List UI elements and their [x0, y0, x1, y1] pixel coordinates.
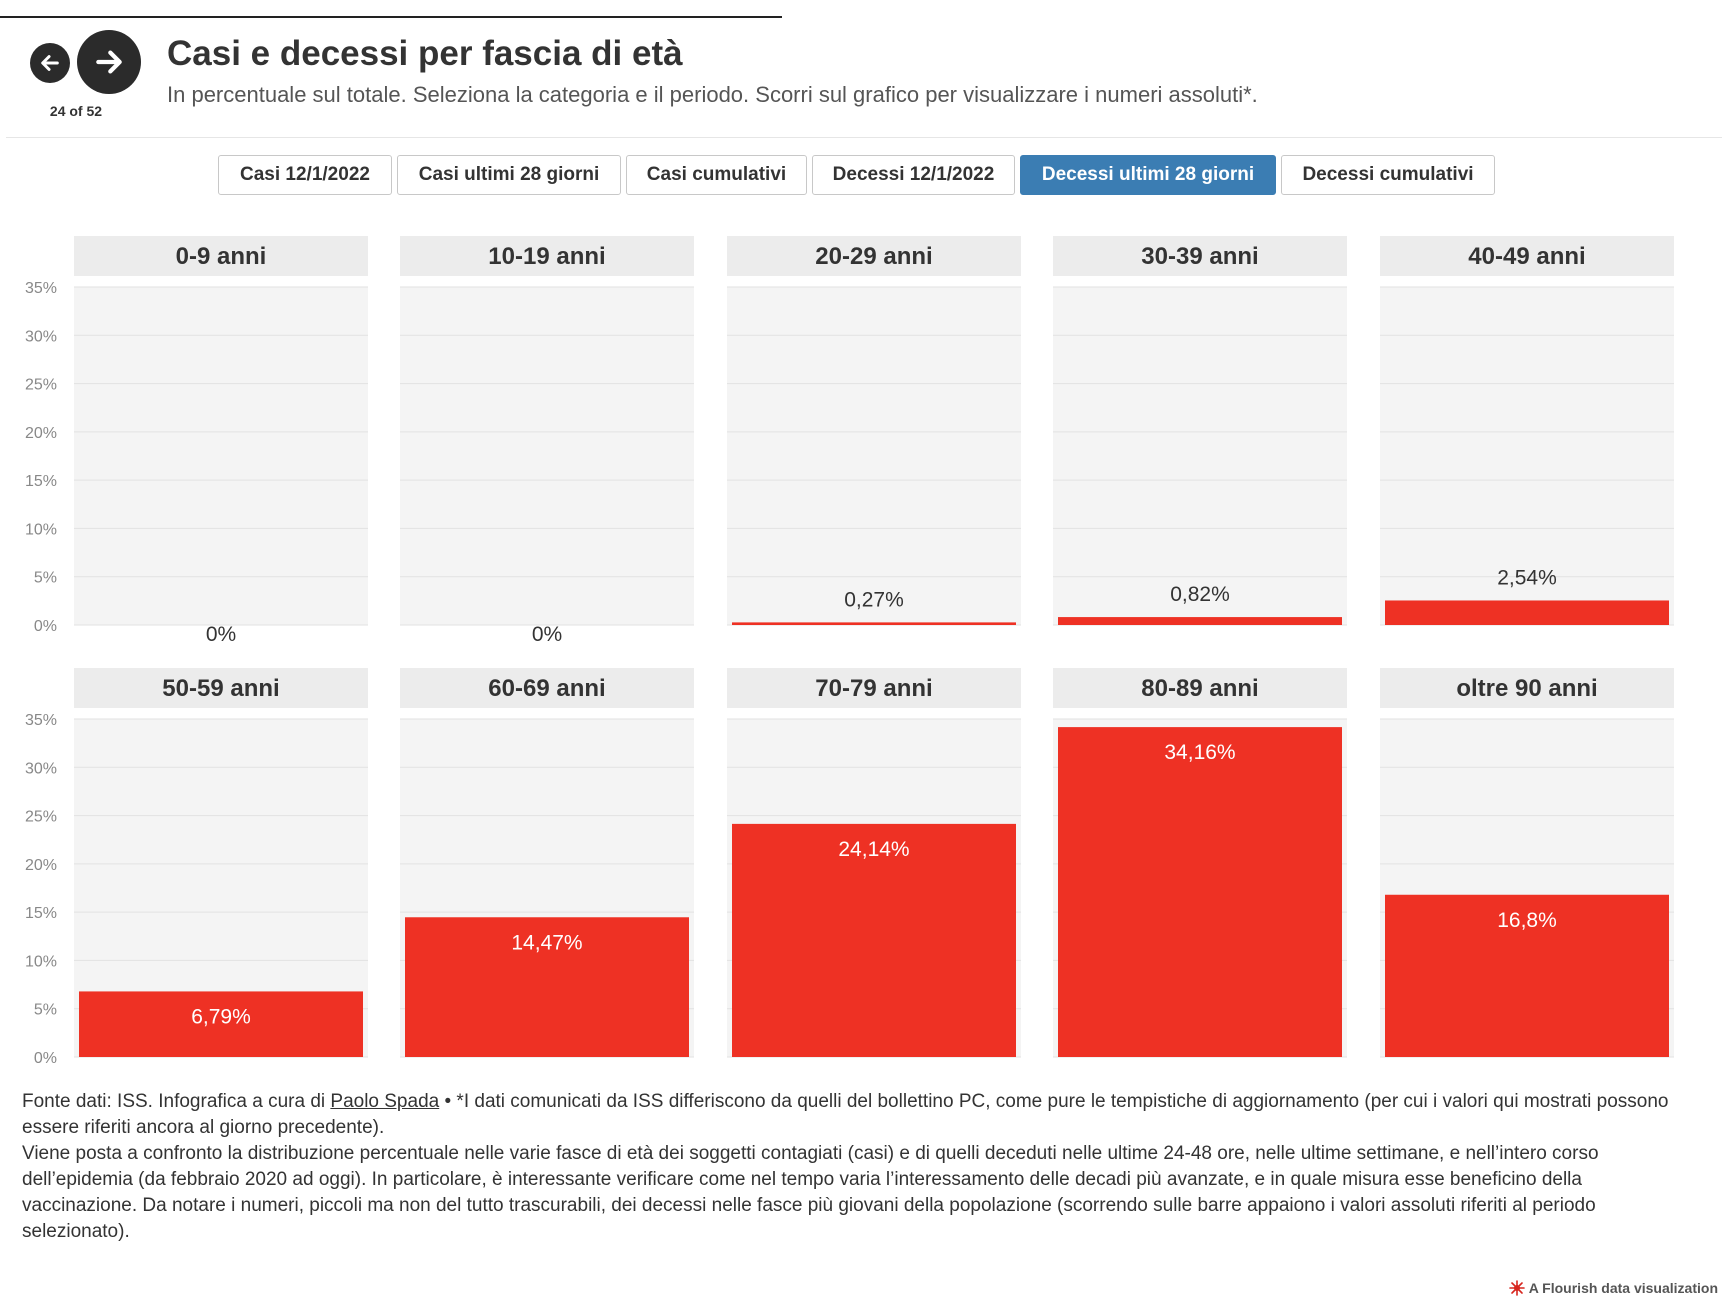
panel-header: [1053, 236, 1347, 276]
y-tick-label: 15%: [25, 473, 57, 490]
slide-counter: 24 of 52: [49, 103, 103, 119]
panel-plot-area: [1380, 287, 1674, 625]
y-tick-label: 0%: [34, 618, 57, 635]
panel-title: 30-39 anni: [1141, 243, 1258, 270]
y-tick-label: 10%: [25, 521, 57, 538]
data-label: 0%: [532, 623, 562, 646]
tab-casi-cumulativi[interactable]: Casi cumulativi: [626, 155, 807, 195]
panel-header: [727, 236, 1021, 276]
bar-20-29-anni: [732, 622, 1016, 625]
author-link[interactable]: Paolo Spada: [330, 1091, 440, 1112]
y-tick-label: 35%: [25, 280, 57, 297]
data-label: 0,82%: [1170, 583, 1230, 606]
panel-plot-area: [74, 287, 368, 625]
panel-title: 40-49 anni: [1468, 243, 1585, 270]
flourish-credit-link[interactable]: A Flourish data visualization: [1508, 1280, 1718, 1296]
data-label: 2,54%: [1497, 566, 1557, 589]
panel-plot-area: [400, 287, 694, 625]
panel-title: 60-69 anni: [488, 675, 605, 702]
bar-80-89-anni: [1058, 727, 1342, 1057]
bar-60-69-anni: [405, 917, 689, 1057]
panel-10-19-anni: 10-19 anni 0%: [400, 236, 694, 646]
data-label: 0%: [206, 623, 236, 646]
panel-title: 10-19 anni: [488, 243, 605, 270]
panel-title: 50-59 anni: [162, 675, 279, 702]
y-tick-label: 20%: [25, 857, 57, 874]
y-tick-label: 15%: [25, 905, 57, 922]
data-label: 34,16%: [1164, 741, 1235, 764]
panel-70-79-anni: 70-79 anni 24,14%: [727, 668, 1021, 1058]
panel-header: [74, 668, 368, 708]
tab-decessi-cumulativi[interactable]: Decessi cumulativi: [1281, 155, 1495, 195]
description-note: Viene posta a confronto la distribuzione…: [22, 1143, 1599, 1242]
y-tick-label: 30%: [25, 760, 57, 777]
panel-header: [1380, 236, 1674, 276]
panel-plot-area: [1053, 287, 1347, 625]
arrow-right-icon: [96, 50, 122, 74]
panel-title: 20-29 anni: [815, 243, 932, 270]
credit-label: A Flourish data visualization: [1528, 1280, 1718, 1296]
y-tick-label: 25%: [25, 809, 57, 826]
story-progress-bar: [0, 16, 782, 18]
panel-40-49-anni: 40-49 anni 2,54%: [1380, 236, 1674, 626]
tab-casi-ultimi-28-giorni[interactable]: Casi ultimi 28 giorni: [397, 155, 621, 195]
data-label: 24,14%: [838, 838, 909, 861]
panel-title: 0-9 anni: [176, 243, 267, 270]
source-note: Fonte dati: ISS. Infografica a cura di P…: [22, 1091, 1669, 1138]
panel-20-29-anni: 20-29 anni 0,27%: [727, 236, 1021, 626]
tab-casi-12-1-2022[interactable]: Casi 12/1/2022: [218, 155, 392, 195]
y-tick-label: 5%: [34, 1002, 57, 1019]
panel-60-69-anni: 60-69 anni 14,47%: [400, 668, 694, 1058]
tab-decessi-ultimi-28-giorni[interactable]: Decessi ultimi 28 giorni: [1020, 155, 1276, 195]
bar-oltre-90-anni: [1385, 894, 1669, 1057]
header-divider: [6, 137, 1722, 138]
y-tick-label: 0%: [34, 1050, 57, 1067]
y-tick-label: 20%: [25, 425, 57, 442]
bar-50-59-anni: [79, 991, 363, 1057]
data-label: 14,47%: [511, 931, 582, 954]
panel-title: 80-89 anni: [1141, 675, 1258, 702]
panel-oltre-90-anni: oltre 90 anni 16,8%: [1380, 668, 1674, 1058]
panel-header: [400, 236, 694, 276]
panel-header: [1380, 668, 1674, 708]
next-slide-button[interactable]: [77, 30, 141, 94]
data-label: 6,79%: [191, 1005, 251, 1028]
y-tick-label: 35%: [25, 712, 57, 729]
panel-header: [727, 668, 1021, 708]
bar-30-39-anni: [1058, 617, 1342, 625]
data-label: 0,27%: [844, 588, 904, 611]
chart-subtitle: In percentuale sul totale. Seleziona la …: [167, 82, 1258, 107]
panel-30-39-anni: 30-39 anni 0,82%: [1053, 236, 1347, 626]
panel-title: 70-79 anni: [815, 675, 932, 702]
panel-0-9-anni: 0-9 anni 0%: [74, 236, 368, 646]
panel-50-59-anni: 50-59 anni 6,79%: [74, 668, 368, 1058]
y-tick-label: 25%: [25, 377, 57, 394]
chart-title: Casi e decessi per fascia di età: [167, 34, 683, 73]
panel-80-89-anni: 80-89 anni 34,16%: [1053, 668, 1347, 1058]
flourish-logo-icon: [1508, 1280, 1525, 1296]
panel-header: [74, 236, 368, 276]
panel-title: oltre 90 anni: [1456, 675, 1597, 702]
previous-slide-button[interactable]: [30, 43, 70, 83]
bar-40-49-anni: [1385, 600, 1669, 625]
tab-decessi-12-1-2022[interactable]: Decessi 12/1/2022: [812, 155, 1015, 195]
y-tick-label: 30%: [25, 328, 57, 345]
panel-header: [400, 668, 694, 708]
y-tick-label: 10%: [25, 953, 57, 970]
y-tick-label: 5%: [34, 570, 57, 587]
panel-header: [1053, 668, 1347, 708]
arrow-left-icon: [41, 55, 59, 71]
footer-notes: Fonte dati: ISS. Infografica a cura di P…: [22, 1089, 1702, 1245]
bar-70-79-anni: [732, 823, 1016, 1057]
panel-plot-area: [727, 287, 1021, 625]
data-label: 16,8%: [1497, 909, 1557, 932]
story-navigation: 24 of 52: [28, 30, 144, 126]
